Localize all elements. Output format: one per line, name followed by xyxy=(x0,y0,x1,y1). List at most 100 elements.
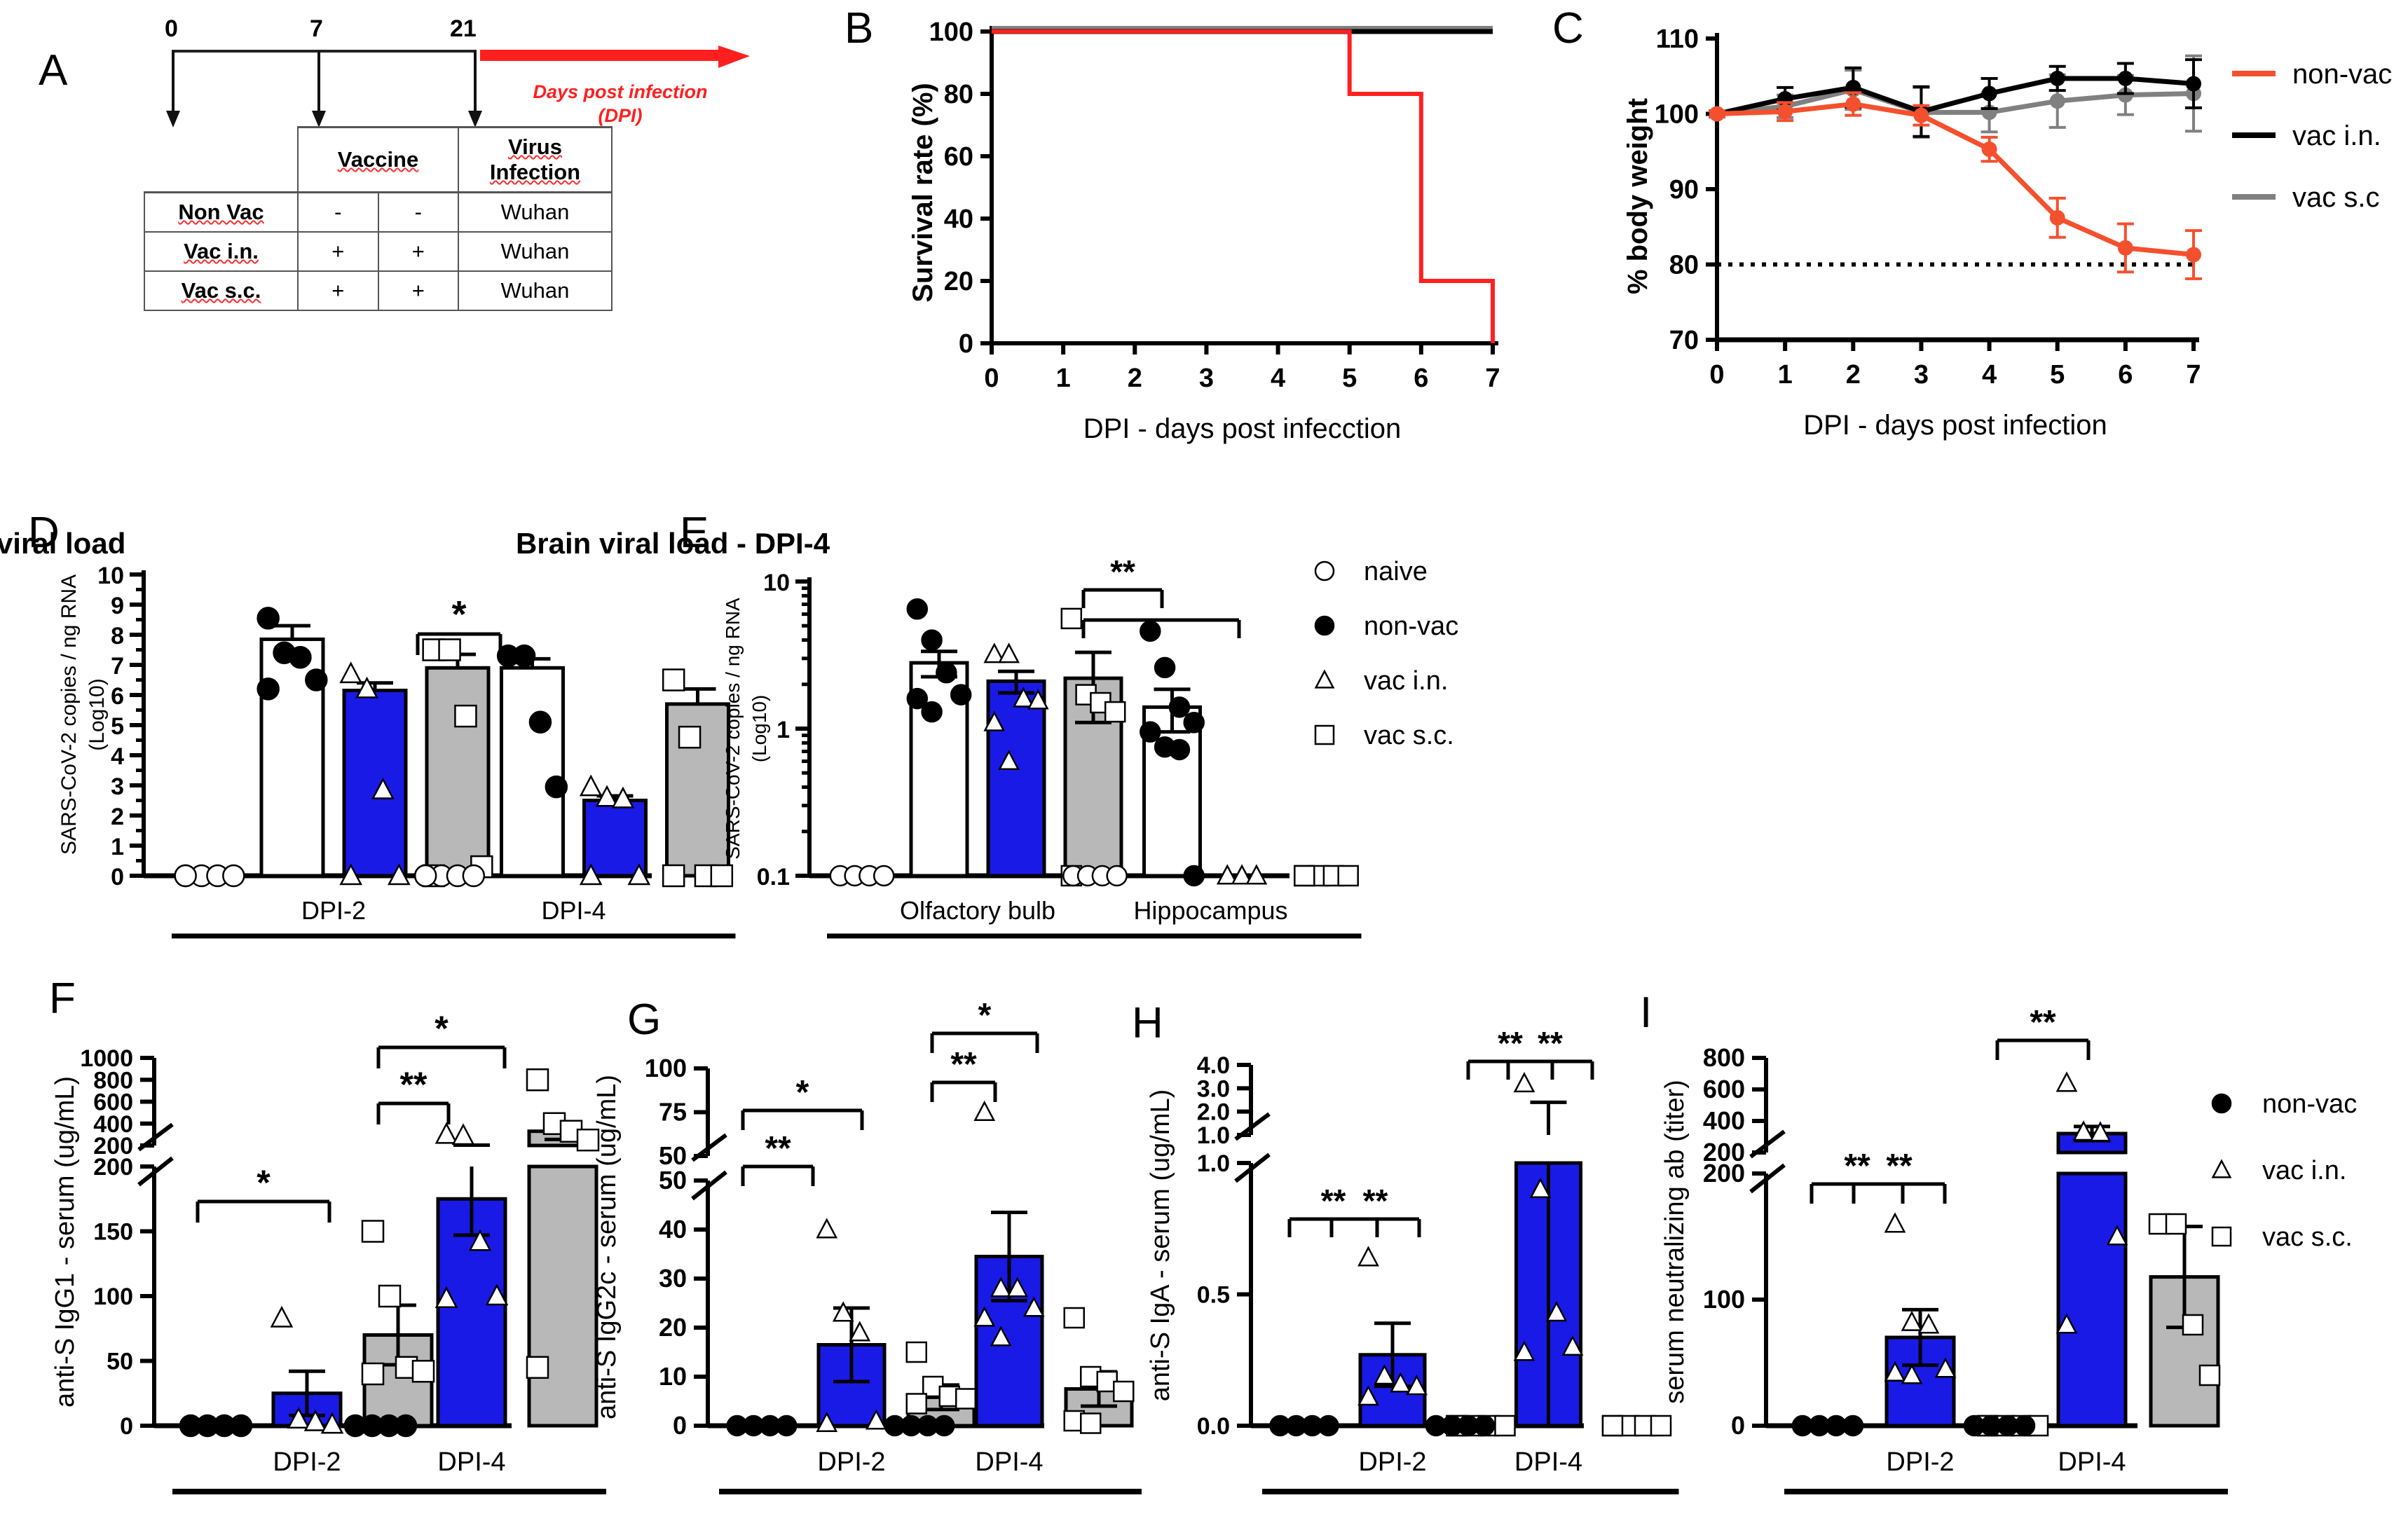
svg-text:80: 80 xyxy=(944,80,973,109)
svg-text:% body weight: % body weight xyxy=(1622,98,1653,294)
panel-b-chart: 0 20 40 60 80 100 0 1 2 3 4 5 6 7 Survival rate (%) DPI… xyxy=(908,18,1500,444)
svg-text:vac s.c: vac s.c xyxy=(2292,182,2379,213)
svg-text:20: 20 xyxy=(659,1313,687,1342)
svg-text:10: 10 xyxy=(97,563,124,589)
svg-text:600: 600 xyxy=(1703,1075,1745,1103)
timeline-arrows xyxy=(166,46,750,128)
svg-text:20: 20 xyxy=(944,267,973,296)
svg-text:*: * xyxy=(796,1074,809,1111)
table-header-vaccine: Vaccine xyxy=(297,126,459,193)
svg-text:vac s.c.: vac s.c. xyxy=(2262,1223,2353,1252)
svg-text:DPI-4: DPI-4 xyxy=(975,1447,1043,1477)
svg-text:1000: 1000 xyxy=(80,1045,133,1072)
svg-text:(Log10): (Log10) xyxy=(748,695,770,763)
panel-b-label: B xyxy=(844,4,874,53)
svg-text:4: 4 xyxy=(111,743,124,770)
svg-text:5: 5 xyxy=(1342,364,1357,393)
svg-text:200: 200 xyxy=(93,1133,133,1159)
svg-text:800: 800 xyxy=(93,1067,133,1094)
table-row-name-2: Vac s.c. xyxy=(144,270,299,311)
svg-text:1: 1 xyxy=(1778,360,1793,390)
svg-text:anti-S IgG2c - serum (ug/mL): anti-S IgG2c - serum (ug/mL) xyxy=(592,1075,622,1419)
svg-text:**: ** xyxy=(1886,1148,1913,1185)
svg-text:DPI - days post infecction: DPI - days post infecction xyxy=(1083,413,1402,444)
panel-e-chart: 0.1 1 10 Olfactory bulb Hippocampus Brain vir… xyxy=(516,527,1458,939)
svg-text:7: 7 xyxy=(111,653,124,680)
svg-text:70: 70 xyxy=(1669,326,1699,355)
svg-text:4: 4 xyxy=(1982,360,1997,390)
table-cell-vac1-0: - xyxy=(297,191,379,233)
svg-text:*: * xyxy=(435,1009,449,1048)
timeline-caption-line2: (DPI) xyxy=(598,104,643,126)
svg-text:50: 50 xyxy=(659,1141,687,1170)
svg-text:60: 60 xyxy=(944,142,973,172)
svg-text:6: 6 xyxy=(111,683,124,710)
svg-text:**: ** xyxy=(1498,1025,1523,1061)
panel-d: D 0 1 2 3 4 5 6 7 8 9 10 DPI-2 DPI-4 Lung viral load S… xyxy=(0,504,736,953)
table-cell-infection-0: Wuhan xyxy=(458,191,613,233)
panel-a-table: Vaccine Virus Infection Non Vac - - Wuha… xyxy=(144,126,613,311)
timeline-day-21: 21 xyxy=(450,15,477,42)
table-cell-infection-2: Wuhan xyxy=(458,270,613,311)
svg-text:DPI-4: DPI-4 xyxy=(1514,1447,1582,1477)
panel-h: H 0.0 0.5 1.0 1.0 2.0 3.0 4.0 DPI-2 DPI-4 anti-S … xyxy=(1121,960,1679,1520)
timeline-day-0: 0 xyxy=(165,15,178,42)
panel-f-label: F xyxy=(49,975,76,1023)
svg-text:110: 110 xyxy=(1656,25,1699,54)
svg-text:4.0: 4.0 xyxy=(1197,1052,1230,1079)
svg-text:200: 200 xyxy=(93,1154,133,1181)
svg-text:0: 0 xyxy=(1731,1411,1745,1440)
svg-text:100: 100 xyxy=(929,18,973,47)
svg-text:3.0: 3.0 xyxy=(1197,1075,1230,1102)
svg-text:1: 1 xyxy=(1056,364,1071,393)
svg-text:5: 5 xyxy=(2050,360,2065,390)
svg-text:4: 4 xyxy=(1271,364,1285,393)
svg-text:10: 10 xyxy=(763,570,790,596)
svg-text:0: 0 xyxy=(673,1411,687,1440)
table-row: Vac i.n. + + Wuhan xyxy=(144,231,613,272)
svg-text:0.0: 0.0 xyxy=(1197,1413,1230,1440)
table-cell-vac2-2: + xyxy=(377,270,459,311)
svg-text:**: ** xyxy=(950,1046,977,1083)
svg-text:SARS-CoV-2 copies / ng RNA: SARS-CoV-2 copies / ng RNA xyxy=(722,598,744,860)
svg-text:400: 400 xyxy=(93,1111,133,1138)
svg-text:8: 8 xyxy=(111,623,124,649)
svg-text:*: * xyxy=(451,593,466,635)
svg-text:200: 200 xyxy=(1703,1138,1745,1166)
svg-text:Olfactory bulb: Olfactory bulb xyxy=(900,896,1055,925)
svg-text:40: 40 xyxy=(659,1215,687,1244)
svg-text:6: 6 xyxy=(1414,364,1428,393)
svg-text:75: 75 xyxy=(659,1098,687,1127)
table-header-infection: Virus Infection xyxy=(458,126,613,193)
svg-text:Brain viral load - DPI-4: Brain viral load - DPI-4 xyxy=(516,527,830,560)
svg-text:100: 100 xyxy=(1703,1285,1745,1314)
panel-e: E 0.1 1 10 Olfactory bulb Hippocampus Brain v… xyxy=(516,504,1542,953)
svg-text:DPI-2: DPI-2 xyxy=(273,1447,341,1477)
svg-text:DPI-2: DPI-2 xyxy=(817,1447,885,1477)
panel-g: G 0 10 20 30 40 50 50 75 100 DPI-2 DPI-4 anti-S IgG… xyxy=(533,960,1142,1520)
svg-text:80: 80 xyxy=(1669,251,1699,280)
svg-text:*: * xyxy=(978,997,992,1034)
svg-text:**: ** xyxy=(400,1065,427,1104)
svg-text:DPI - days post infection: DPI - days post infection xyxy=(1803,410,2107,441)
svg-text:100: 100 xyxy=(93,1283,133,1310)
table-cell-infection-1: Wuhan xyxy=(458,231,613,272)
svg-text:0: 0 xyxy=(959,329,973,359)
svg-text:40: 40 xyxy=(944,205,973,234)
timeline-day-7: 7 xyxy=(310,15,323,42)
svg-text:vac i.n.: vac i.n. xyxy=(2262,1156,2346,1185)
svg-text:**: ** xyxy=(1538,1025,1563,1061)
panel-d-chart: 0 1 2 3 4 5 6 7 8 9 10 DPI-2 DPI-4 Lung viral load SAR… xyxy=(0,527,736,939)
panel-a: A 0 7 21 Days post infection (DPI) Vacci… xyxy=(21,7,806,357)
svg-text:SARS-CoV-2 copies / ng RNA: SARS-CoV-2 copies / ng RNA xyxy=(57,574,81,855)
svg-text:Hippocampus: Hippocampus xyxy=(1133,896,1287,925)
table-row-name-0: Non Vac xyxy=(144,191,299,233)
svg-text:DPI-4: DPI-4 xyxy=(541,896,606,925)
svg-text:**: ** xyxy=(765,1130,791,1167)
svg-text:10: 10 xyxy=(659,1362,687,1391)
panel-f: F 0 50 100 150 200 200 400 600 800 1000 DPI-2 DPI-4… xyxy=(21,960,606,1520)
svg-text:non-vac: non-vac xyxy=(2262,1089,2357,1119)
